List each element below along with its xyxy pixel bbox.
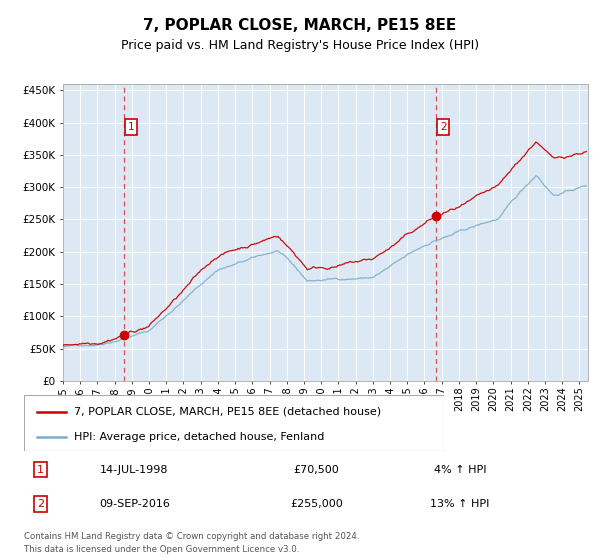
- Text: 1: 1: [127, 122, 134, 132]
- Text: 1: 1: [37, 465, 44, 475]
- Text: 2: 2: [440, 122, 446, 132]
- Text: 13% ↑ HPI: 13% ↑ HPI: [430, 499, 490, 509]
- Text: 7, POPLAR CLOSE, MARCH, PE15 8EE (detached house): 7, POPLAR CLOSE, MARCH, PE15 8EE (detach…: [74, 407, 382, 417]
- Text: HPI: Average price, detached house, Fenland: HPI: Average price, detached house, Fenl…: [74, 432, 325, 442]
- Text: 14-JUL-1998: 14-JUL-1998: [100, 465, 169, 475]
- Text: £255,000: £255,000: [290, 499, 343, 509]
- Text: Price paid vs. HM Land Registry's House Price Index (HPI): Price paid vs. HM Land Registry's House …: [121, 39, 479, 53]
- Text: 09-SEP-2016: 09-SEP-2016: [99, 499, 170, 509]
- Text: 7, POPLAR CLOSE, MARCH, PE15 8EE: 7, POPLAR CLOSE, MARCH, PE15 8EE: [143, 18, 457, 32]
- Text: £70,500: £70,500: [293, 465, 340, 475]
- Text: 4% ↑ HPI: 4% ↑ HPI: [434, 465, 487, 475]
- Text: Contains HM Land Registry data © Crown copyright and database right 2024.
This d: Contains HM Land Registry data © Crown c…: [24, 532, 359, 553]
- Text: 2: 2: [37, 499, 44, 509]
